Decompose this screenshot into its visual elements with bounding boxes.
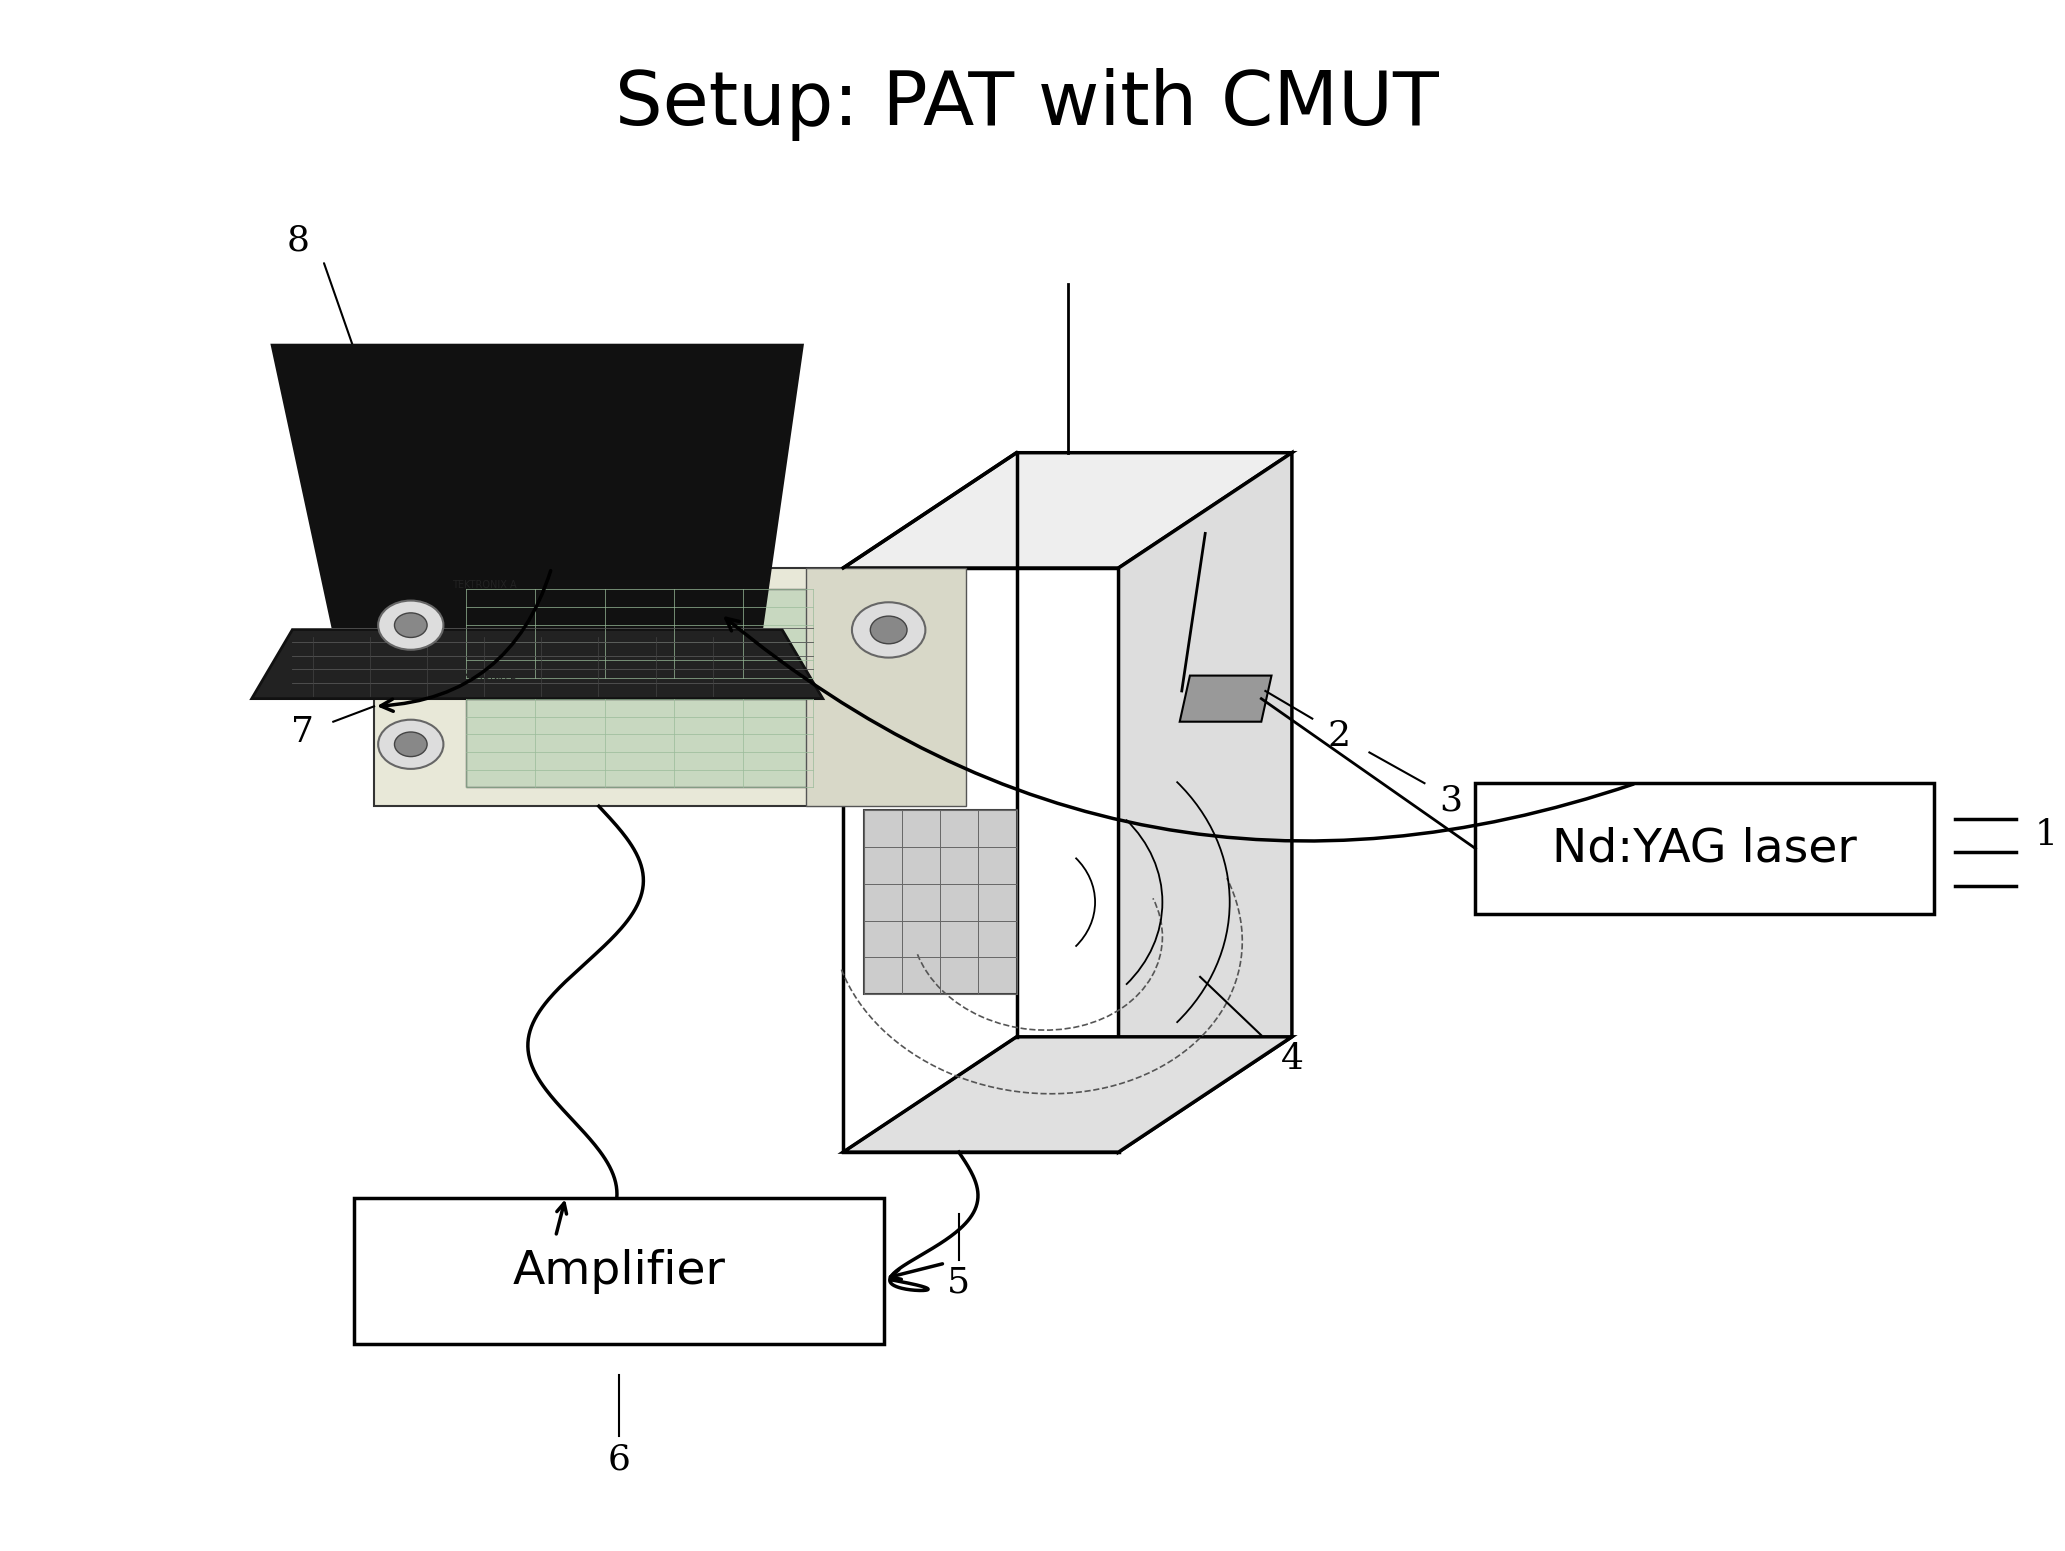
Text: Nd:YAG laser: Nd:YAG laser: [1553, 827, 1856, 872]
Text: 7: 7: [291, 715, 314, 749]
Text: TEKTRONIX A: TEKTRONIX A: [452, 580, 516, 589]
Circle shape: [394, 732, 427, 757]
Circle shape: [378, 600, 444, 650]
FancyArrowPatch shape: [727, 619, 1633, 841]
Text: Setup: PAT with CMUT: Setup: PAT with CMUT: [615, 68, 1439, 141]
Text: 2: 2: [1328, 718, 1351, 752]
Text: 8: 8: [287, 223, 310, 257]
Polygon shape: [273, 346, 803, 630]
Circle shape: [378, 720, 444, 769]
Bar: [467, 589, 814, 678]
Bar: [467, 700, 814, 788]
Text: Amplifier: Amplifier: [512, 1249, 725, 1294]
Text: 6: 6: [607, 1442, 630, 1477]
Polygon shape: [843, 568, 1119, 1152]
Circle shape: [394, 613, 427, 637]
Text: TEKTRONIX B: TEKTRONIX B: [452, 672, 516, 681]
Text: 5: 5: [948, 1266, 971, 1300]
Bar: [805, 568, 966, 807]
FancyArrowPatch shape: [380, 571, 551, 712]
Polygon shape: [843, 453, 1293, 568]
Polygon shape: [1119, 453, 1293, 1152]
Bar: [353, 1199, 884, 1345]
Text: 1: 1: [2034, 819, 2059, 853]
Circle shape: [869, 616, 907, 644]
Polygon shape: [1179, 676, 1272, 721]
Bar: [863, 810, 1016, 994]
Bar: [374, 568, 966, 807]
Polygon shape: [252, 630, 822, 698]
Polygon shape: [843, 1036, 1293, 1152]
Text: 4: 4: [1280, 1042, 1303, 1076]
Text: 3: 3: [1439, 783, 1462, 817]
Bar: [1476, 783, 1935, 914]
Circle shape: [853, 602, 925, 658]
